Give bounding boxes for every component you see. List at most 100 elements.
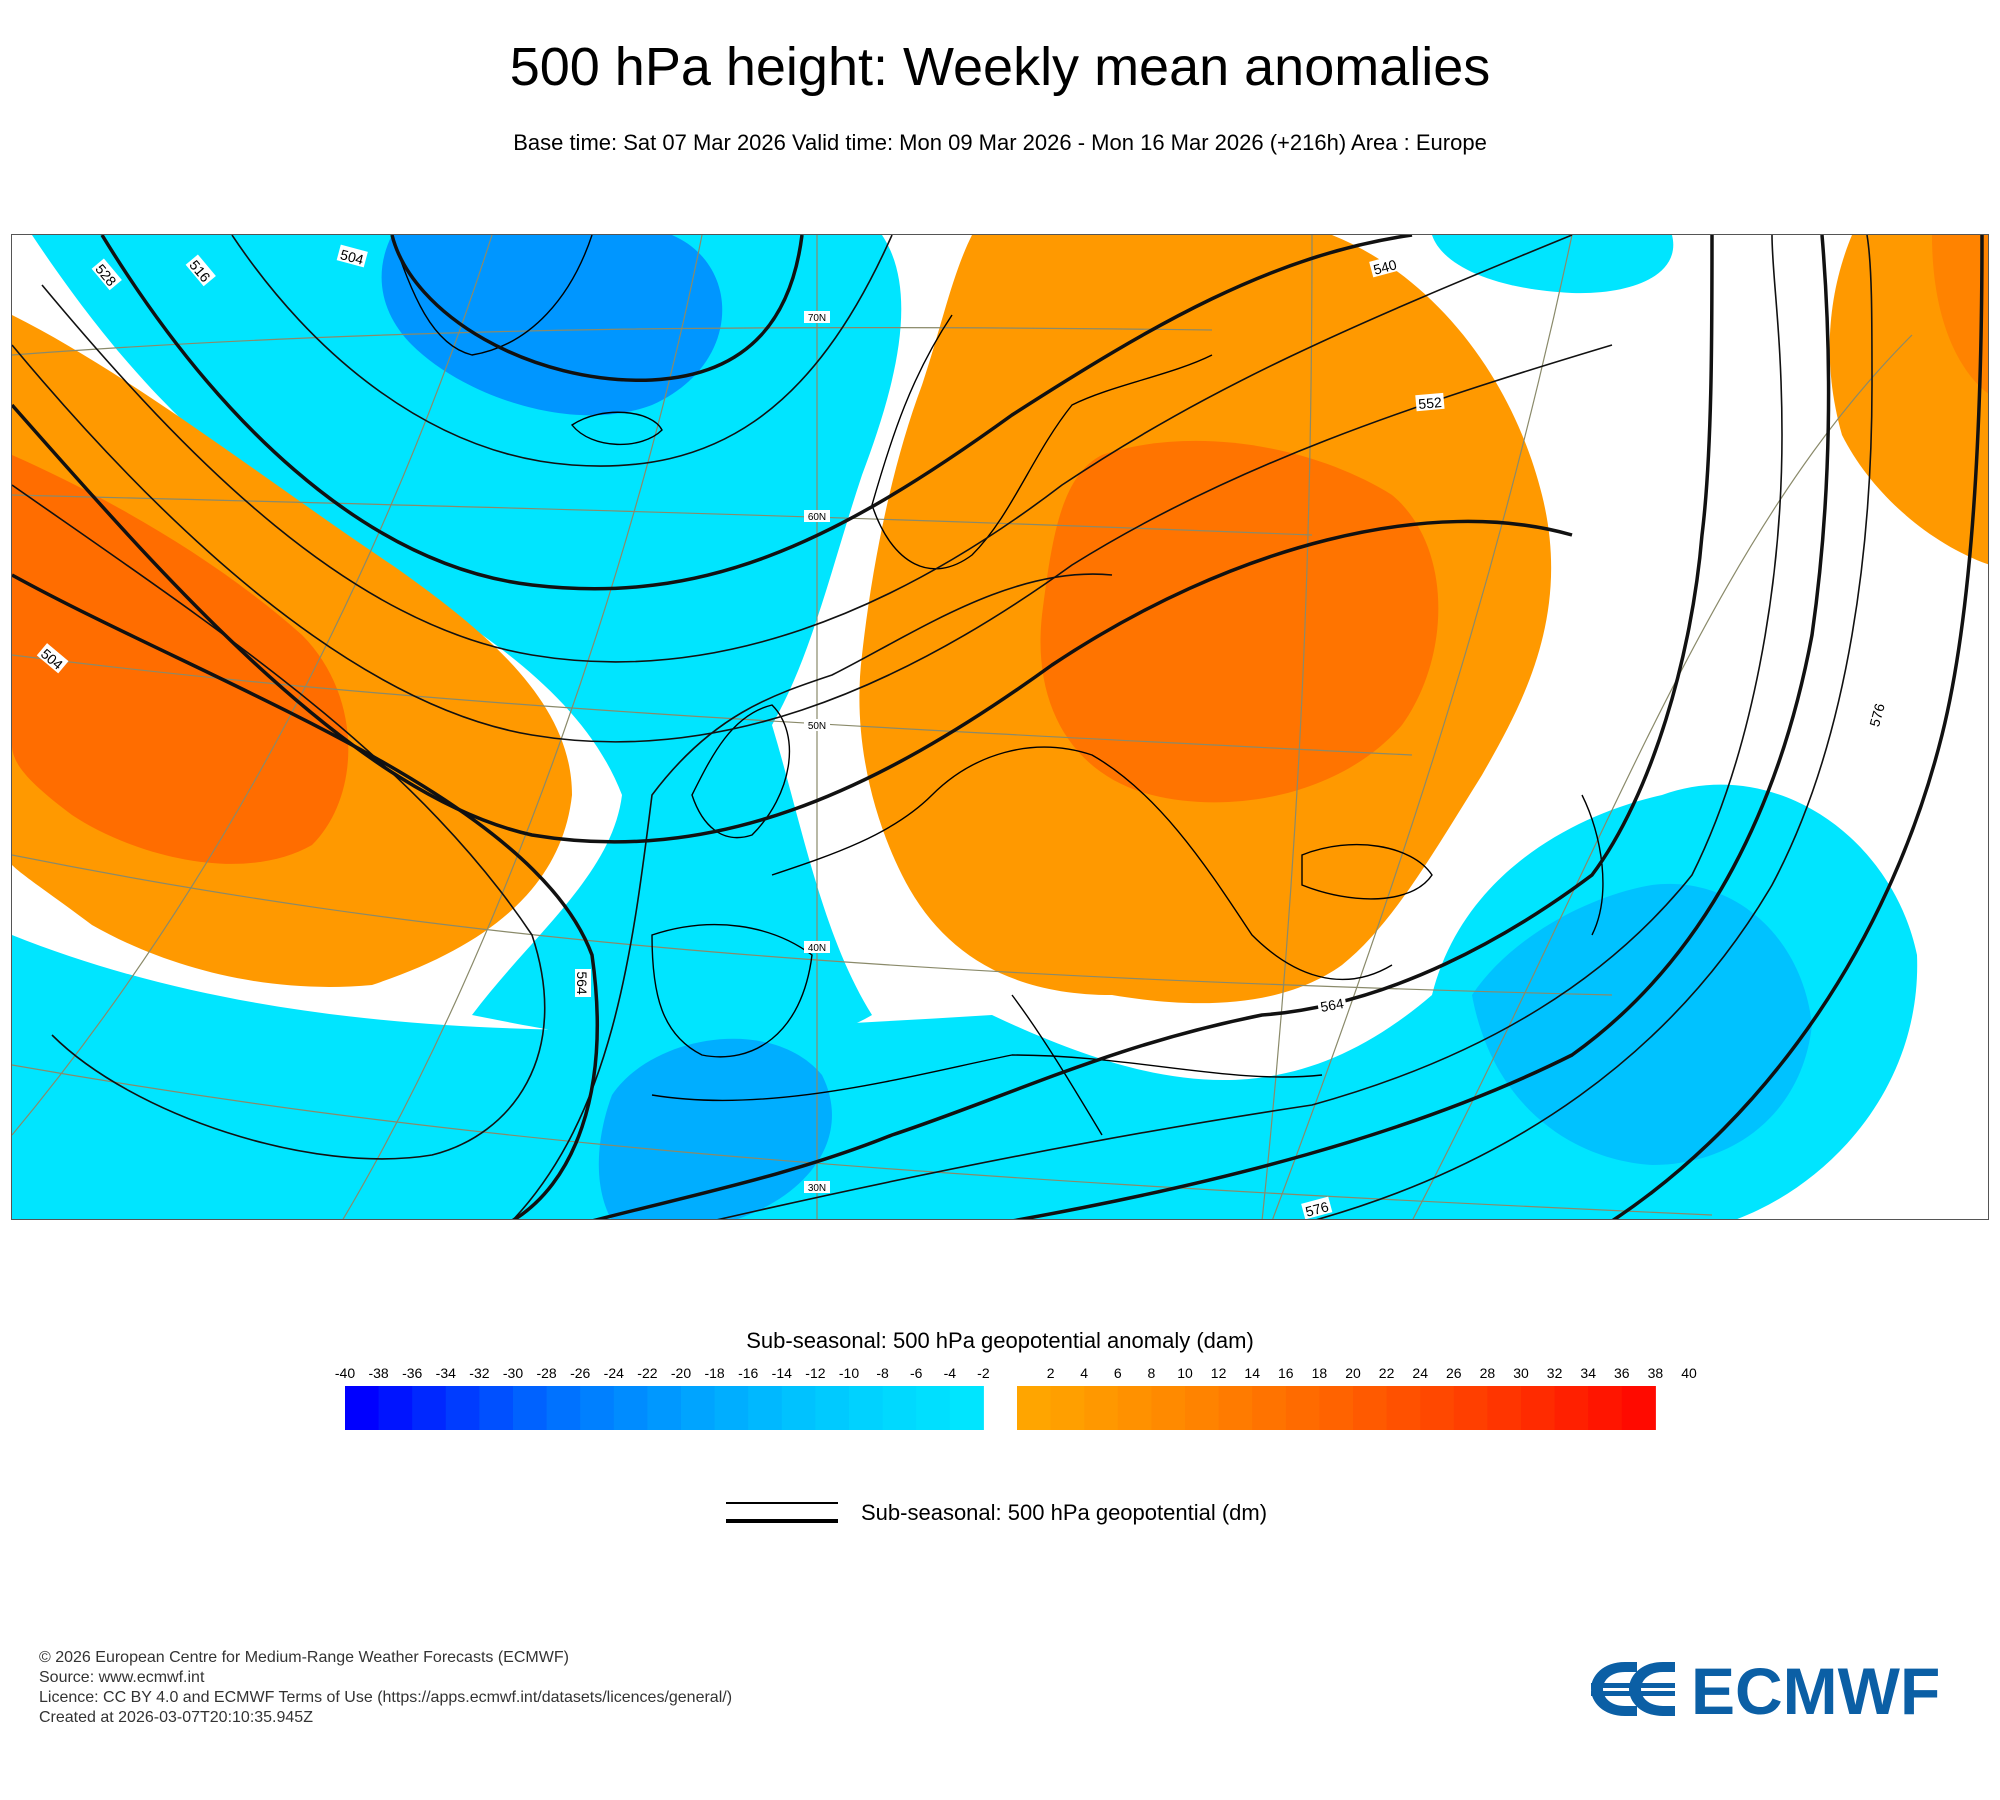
graticule <box>12 235 1913 1219</box>
ecmwf-logo: ECMWF <box>1591 1654 1940 1724</box>
colorbar-neg-cell <box>815 1386 850 1430</box>
coastlines <box>391 235 1604 1136</box>
lat-label-50n: 50N <box>808 721 826 732</box>
colorbar-neg-cell <box>546 1386 581 1430</box>
colorbar-neg-cell <box>647 1386 682 1430</box>
colorbar-tick-label: -30 <box>503 1365 523 1381</box>
positive-anomaly-east-core <box>1932 235 1988 394</box>
colorbar-tick-labels: -40 -38 -36 -34 -32 -30 -28 -26 -24 -22 -20 -18 -16-… <box>335 1365 1697 1381</box>
colorbar-tick-label: -6 <box>910 1365 923 1381</box>
coast-uk <box>691 704 791 839</box>
footer-licence: Licence: CC BY 4.0 and ECMWF Terms of Us… <box>39 1689 733 1706</box>
positive-anomaly-europe-core <box>1040 440 1439 803</box>
colorbar-tick-label: 10 <box>1177 1365 1193 1381</box>
colorbar-tick-label: -16 <box>738 1365 758 1381</box>
colorbar-pos-cell <box>1621 1386 1656 1430</box>
coast-north-africa <box>651 1054 1323 1102</box>
colorbar-tick-label: -28 <box>536 1365 556 1381</box>
contour-label-552: 552 <box>1418 394 1443 412</box>
colorbar-tick-label: 32 <box>1547 1365 1563 1381</box>
negative-anomaly-core <box>381 235 723 416</box>
anomaly-map: 504 504 516 528 540 552 564 564 576 576 … <box>12 235 1988 1220</box>
colorbar-neg-cell <box>445 1386 480 1430</box>
coast-black-sea <box>1301 843 1433 900</box>
colorbar-pos-cell <box>1588 1386 1623 1430</box>
colorbar-neg-cell <box>916 1386 951 1430</box>
coast-greenland <box>391 235 593 356</box>
colorbar-neg-cell <box>949 1386 984 1430</box>
footer: © 2026 European Centre for Medium-Range … <box>39 1648 732 1728</box>
map-panel: 504 504 516 528 540 552 564 564 576 576 … <box>11 234 1989 1220</box>
contour-label-564b: 564 <box>1319 995 1345 1015</box>
colorbar-tick-label: -8 <box>876 1365 889 1381</box>
coast-italy <box>1011 994 1103 1136</box>
negative-anomaly-north <box>32 235 902 1047</box>
colorbar-tick-label: 4 <box>1080 1365 1088 1381</box>
colorbar-tick-label: 38 <box>1648 1365 1664 1381</box>
footer-created: Created at 2026-03-07T20:10:35.945Z <box>39 1709 313 1726</box>
colorbar-neg-cell <box>681 1386 716 1430</box>
colorbar-neg-cell <box>378 1386 413 1430</box>
colorbar-neg-cell <box>849 1386 884 1430</box>
contour-label-540: 540 <box>1372 256 1399 278</box>
colorbar-tick-label: -20 <box>671 1365 691 1381</box>
colorbar-neg-cell <box>714 1386 749 1430</box>
colorbar-pos-cell <box>1487 1386 1522 1430</box>
colorbar-tick-label: -22 <box>637 1365 657 1381</box>
colorbar-tick-label: -12 <box>805 1365 825 1381</box>
colorbar-tick-label: 26 <box>1446 1365 1462 1381</box>
contour-label-576b: 576 <box>1866 701 1888 728</box>
colorbar-pos-cell <box>1017 1386 1052 1430</box>
lat-label-70n: 70N <box>808 313 826 324</box>
latitude-labels: 70N 60N 50N 40N 30N <box>804 311 830 1194</box>
colorbar-pos-cell <box>1521 1386 1556 1430</box>
colorbar-neg-cell <box>781 1386 816 1430</box>
colorbar-tick-label: 34 <box>1580 1365 1596 1381</box>
colorbar-tick-label: 6 <box>1114 1365 1122 1381</box>
colorbar-tick-label: 22 <box>1379 1365 1395 1381</box>
lat-label-30n: 30N <box>808 1183 826 1194</box>
colorbar-pos-cell <box>1218 1386 1253 1430</box>
colorbar-pos-cell <box>1050 1386 1085 1430</box>
colorbar-tick-label: -26 <box>570 1365 590 1381</box>
colorbar-tick-label: 18 <box>1312 1365 1328 1381</box>
colorbar-tick-label: 2 <box>1047 1365 1055 1381</box>
chart-title: 500 hPa height: Weekly mean anomalies <box>509 37 1491 97</box>
colorbar-neg-cell <box>513 1386 548 1430</box>
geopotential-contours <box>12 235 1984 1219</box>
colorbar-tick-label: 20 <box>1345 1365 1361 1381</box>
colorbar-tick-label: 28 <box>1480 1365 1496 1381</box>
colorbar-tick-label: 24 <box>1412 1365 1428 1381</box>
colorbar-tick-label: -38 <box>368 1365 388 1381</box>
colorbar-pos-cell <box>1554 1386 1589 1430</box>
coast-scandinavia <box>871 314 1213 570</box>
colorbar-tick-label: 12 <box>1211 1365 1227 1381</box>
colorbar-pos-cell <box>1353 1386 1388 1430</box>
colorbar-tick-label: 14 <box>1244 1365 1260 1381</box>
colorbar-neg-cell <box>412 1386 447 1430</box>
colorbar-tick-label: -4 <box>944 1365 957 1381</box>
colorbar-tick-label: 8 <box>1148 1365 1156 1381</box>
contour-labels: 504 504 516 528 540 552 564 564 576 576 <box>36 244 1888 1220</box>
colorbar-tick-label: -24 <box>604 1365 624 1381</box>
colorbar-tick-label: -32 <box>469 1365 489 1381</box>
chart-subtitle: Base time: Sat 07 Mar 2026 Valid time: M… <box>513 130 1487 155</box>
colorbar-pos-cell <box>1252 1386 1287 1430</box>
contour-label-576: 576 <box>1304 1198 1331 1220</box>
colorbar-tick-label: -36 <box>402 1365 422 1381</box>
colorbar-tick-label: -18 <box>704 1365 724 1381</box>
anomaly-legend-title: Sub-seasonal: 500 hPa geopotential anoma… <box>746 1328 1254 1353</box>
coast-iberia <box>651 923 813 1058</box>
geopotential-legend-label: Sub-seasonal: 500 hPa geopotential (dm) <box>861 1500 1268 1525</box>
coast-europe <box>771 746 1393 981</box>
colorbar-tick-label: -14 <box>772 1365 792 1381</box>
coast-caspian <box>1581 794 1604 936</box>
ecmwf-logo-text: ECMWF <box>1691 1654 1940 1724</box>
colorbar-neg-cell <box>479 1386 514 1430</box>
negative-anomaly-arctic <box>1432 235 1674 294</box>
lat-label-60n: 60N <box>808 512 826 523</box>
colorbar-tick-label: -34 <box>436 1365 456 1381</box>
colorbar-pos-cell <box>1117 1386 1152 1430</box>
colorbar-neg-cell <box>580 1386 615 1430</box>
colorbar-pos-cell <box>1185 1386 1220 1430</box>
